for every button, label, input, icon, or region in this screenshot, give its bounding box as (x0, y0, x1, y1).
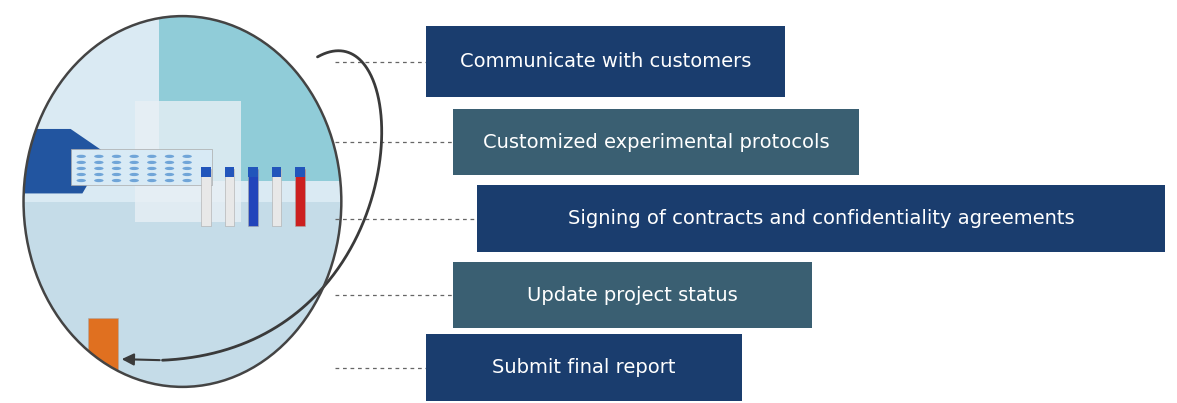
Polygon shape (24, 16, 341, 202)
Polygon shape (159, 16, 341, 181)
Circle shape (147, 167, 157, 170)
Circle shape (147, 155, 157, 158)
Bar (24, 16, 341, 387)
Polygon shape (135, 101, 241, 222)
Circle shape (77, 167, 86, 170)
Circle shape (94, 155, 104, 158)
Circle shape (182, 167, 192, 170)
Circle shape (165, 179, 174, 182)
Circle shape (112, 179, 121, 182)
Text: Customized experimental protocols: Customized experimental protocols (483, 133, 830, 152)
Text: Update project status: Update project status (527, 286, 738, 305)
FancyBboxPatch shape (426, 26, 785, 97)
Bar (71, 149, 212, 185)
Circle shape (94, 173, 104, 176)
Circle shape (94, 161, 104, 164)
Circle shape (182, 155, 192, 158)
FancyBboxPatch shape (453, 262, 812, 328)
Circle shape (77, 155, 86, 158)
Circle shape (112, 167, 121, 170)
Circle shape (129, 161, 139, 164)
Circle shape (77, 173, 86, 176)
Circle shape (147, 173, 157, 176)
Circle shape (112, 173, 121, 176)
FancyBboxPatch shape (477, 185, 1165, 252)
Bar (248, 169, 258, 226)
Circle shape (129, 173, 139, 176)
Circle shape (94, 179, 104, 182)
Bar (201, 167, 211, 177)
Circle shape (77, 179, 86, 182)
Circle shape (165, 167, 174, 170)
Circle shape (147, 179, 157, 182)
FancyBboxPatch shape (426, 334, 742, 401)
Bar (225, 169, 234, 226)
Bar (272, 167, 281, 177)
Circle shape (182, 161, 192, 164)
Bar (272, 169, 281, 226)
Circle shape (165, 155, 174, 158)
Text: Submit final report: Submit final report (492, 358, 676, 377)
Circle shape (147, 161, 157, 164)
Circle shape (94, 167, 104, 170)
Circle shape (112, 161, 121, 164)
Bar (201, 169, 211, 226)
Bar (295, 167, 305, 177)
Bar (225, 167, 234, 177)
Circle shape (112, 155, 121, 158)
Circle shape (129, 167, 139, 170)
Text: Communicate with customers: Communicate with customers (460, 52, 751, 71)
FancyBboxPatch shape (453, 109, 859, 175)
Text: Signing of contracts and confidentiality agreements: Signing of contracts and confidentiality… (567, 209, 1075, 228)
Circle shape (165, 161, 174, 164)
Circle shape (77, 161, 86, 164)
Circle shape (129, 155, 139, 158)
Circle shape (165, 173, 174, 176)
Circle shape (129, 179, 139, 182)
Bar (295, 169, 305, 226)
Circle shape (182, 173, 192, 176)
Bar (88, 318, 118, 371)
Polygon shape (24, 129, 106, 193)
Circle shape (182, 179, 192, 182)
Bar (248, 167, 258, 177)
